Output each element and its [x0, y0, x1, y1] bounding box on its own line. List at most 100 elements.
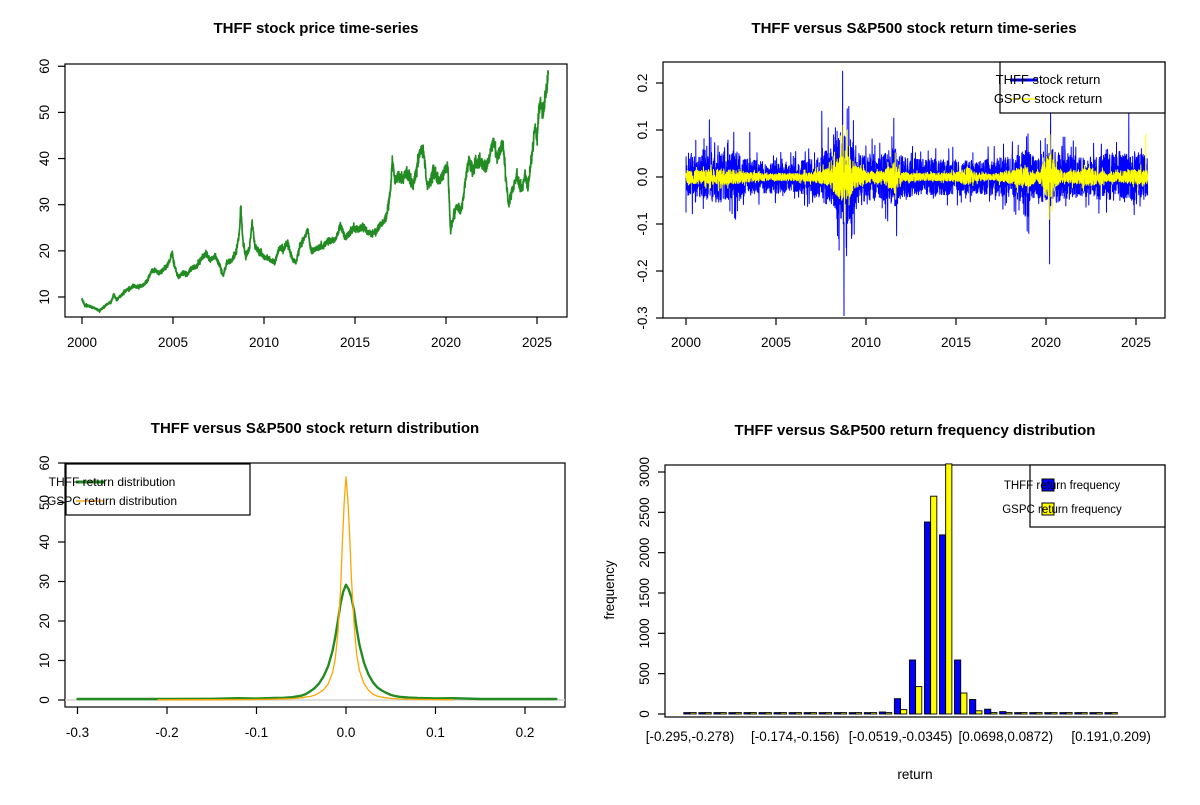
x-tick-label: 2005	[761, 335, 791, 350]
gspc-freq-bar	[824, 712, 833, 715]
thff-density-curve	[76, 583, 558, 701]
y-tick-label: -0.2	[635, 259, 650, 282]
x-tick-label: -0.3	[66, 725, 89, 740]
gspc-freq-bar	[809, 712, 817, 715]
thff-freq-bar	[728, 712, 736, 715]
x-axis: 2000 2005 2010 2015 2020 2025	[671, 318, 1151, 350]
gspc-freq-bar	[870, 712, 878, 715]
thff-freq-bar	[984, 708, 992, 715]
thff-freq-bar	[773, 712, 781, 715]
legend: THFF return distribution GSPC return dist…	[47, 463, 251, 516]
y-axis-title: frequency	[602, 560, 617, 620]
chart-title: THFF versus S&P500 stock return time-ser…	[751, 20, 1076, 37]
plot-frame	[64, 63, 568, 318]
legend-label: GSPC stock return	[994, 91, 1102, 106]
x-tick-label: 2025	[522, 335, 552, 350]
histogram-chart-svg: THFF versus S&P500 return frequency dist…	[602, 422, 1166, 782]
gspc-freq-bar	[960, 692, 968, 715]
histogram-chart: THFF versus S&P500 return frequency dist…	[600, 400, 1200, 800]
thff-freq-bar	[1059, 712, 1067, 715]
thff-freq-bar	[803, 712, 811, 715]
y-tick-label: -0.1	[635, 212, 650, 235]
thff-freq-bar	[954, 659, 962, 715]
y-axis: 0 500 1000 1500 2000 2500 3000	[637, 457, 665, 718]
x-tick-label: -0.1	[245, 725, 268, 740]
legend-key-thff	[1041, 478, 1055, 492]
gspc-freq-bar	[915, 686, 923, 715]
x-axis-title: return	[897, 767, 932, 782]
legend: THFF stock return GSPC stock return	[994, 61, 1166, 114]
y-tick-label: 20	[37, 613, 52, 628]
gspc-freq-bar	[839, 712, 848, 715]
thff-freq-bar	[743, 712, 751, 715]
y-tick-label: 10	[37, 653, 52, 668]
legend-label: THFF return distribution	[49, 475, 176, 489]
y-tick-label: 20	[37, 243, 52, 258]
price-chart-svg: THFF stock price time-series 2000 2005 201…	[37, 20, 568, 350]
y-tick-label: 1000	[637, 618, 652, 648]
x-tick-label: 0.1	[426, 725, 445, 740]
thff-freq-bar	[848, 712, 856, 715]
chart-title: THFF versus S&P500 return frequency dist…	[735, 422, 1096, 439]
gspc-freq-bar	[945, 463, 953, 715]
thff-freq-bar	[969, 699, 977, 715]
thff-freq-bar	[1044, 712, 1052, 715]
y-tick-label: -0.3	[635, 306, 650, 329]
plot-frame	[662, 61, 1166, 319]
y-tick-label: 0.1	[635, 121, 650, 140]
gspc-freq-bar	[1020, 712, 1028, 715]
legend-label: THFF stock return	[996, 72, 1101, 87]
gspc-freq-bar	[704, 712, 712, 715]
y-tick-label: 3000	[637, 457, 652, 487]
y-tick-label: 10	[37, 289, 52, 304]
thff-freq-bar	[939, 534, 947, 715]
gspc-freq-bar	[990, 712, 998, 715]
x-bin-label: [-0.0519,-0.0345)	[849, 729, 953, 744]
x-bin-label: [-0.295,-0.278)	[646, 729, 735, 744]
gspc-freq-bar	[854, 712, 863, 715]
gspc-density-curve	[157, 476, 455, 701]
thff-freq-bar	[923, 521, 932, 715]
thff-freq-bar	[818, 712, 826, 715]
y-tick-label: 60	[37, 455, 52, 470]
x-axis: 2000 2005 2010 2015 2020 2025	[67, 317, 552, 350]
thff-freq-bar	[758, 712, 766, 715]
y-tick-label: 50	[37, 105, 52, 120]
y-axis: 0 10 20 30 40 50 60	[37, 455, 65, 704]
legend-frame	[1029, 464, 1166, 528]
thff-freq-bar	[908, 659, 917, 715]
y-tick-label: 30	[37, 574, 52, 589]
legend-label: GSPC return distribution	[47, 494, 177, 508]
gspc-freq-bar	[975, 710, 983, 715]
x-tick-label: 2020	[431, 335, 461, 350]
x-bin-label: [0.191,0.209)	[1071, 729, 1151, 744]
legend-key-gspc	[1041, 502, 1055, 516]
gspc-freq-bar	[1080, 712, 1088, 715]
y-axis: 10 20 30 40 50 60	[37, 59, 65, 305]
x-tick-label: 2015	[340, 335, 370, 350]
x-bin-label: [0.0698,0.0872)	[959, 729, 1054, 744]
y-tick-label: 40	[37, 534, 52, 549]
plot-frame	[64, 462, 566, 708]
gspc-freq-bar	[1095, 712, 1103, 715]
gspc-freq-bar	[749, 712, 757, 715]
thff-freq-bar	[999, 711, 1007, 715]
histogram-bars	[683, 463, 1118, 715]
x-tick-label: 2000	[671, 335, 701, 350]
returns-chart: THFF versus S&P500 stock return time-ser…	[600, 0, 1200, 400]
thff-freq-bar	[788, 712, 796, 715]
y-axis: 0.2 0.1 0.0 -0.1 -0.2 -0.3	[635, 74, 663, 330]
price-series-line	[81, 70, 550, 313]
thff-freq-bar	[893, 698, 902, 715]
density-chart-svg: THFF versus S&P500 stock return distribu…	[37, 420, 566, 740]
thff-freq-bar	[1089, 712, 1097, 715]
gspc-freq-bar	[764, 712, 772, 715]
thff-freq-bar	[1014, 712, 1022, 715]
chart-title: THFF versus S&P500 stock return distribu…	[151, 420, 479, 437]
x-tick-label: 0.0	[337, 725, 356, 740]
x-tick-label: 2015	[941, 335, 971, 350]
y-tick-label: 0.2	[635, 74, 650, 93]
